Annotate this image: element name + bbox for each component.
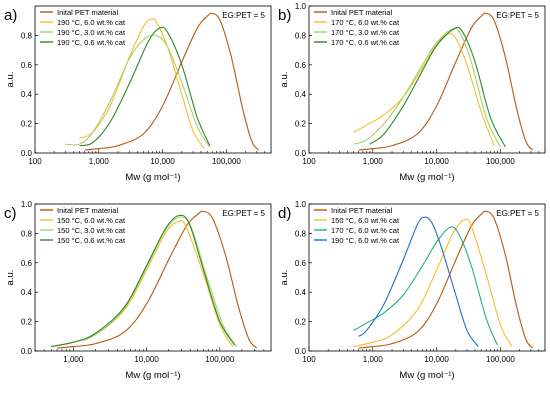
legend-entry-2: 150 °C, 6.0 wt.% cat (57, 216, 126, 225)
y-axis-label: a.u. (5, 270, 16, 286)
x-axis-label: Mw (g mol⁻¹) (399, 370, 454, 381)
y-tick-label: 0.4 (295, 90, 307, 99)
series-group (51, 210, 258, 349)
x-axis-label: Mw (g mol⁻¹) (125, 370, 180, 381)
y-tick-label: 0.0 (21, 347, 33, 356)
series-group (65, 12, 260, 151)
y-tick-label: 0.6 (295, 61, 307, 70)
series-line-1 (84, 12, 260, 151)
x-tick-label: 1,000 (63, 355, 84, 364)
series-group (353, 210, 534, 349)
plot-frame (34, 203, 272, 352)
legend-entry-1: Inital PET material (331, 8, 392, 17)
legend-entry-1: Inital PET material (57, 206, 118, 215)
series-line-2 (353, 218, 513, 348)
x-tick-label: 10,000 (150, 157, 175, 166)
legend-entry-1: Inital PET material (57, 8, 118, 17)
y-tick-label: 1.0 (21, 200, 33, 209)
series-line-3 (51, 216, 238, 348)
series-line-1 (358, 210, 534, 349)
x-tick-label: 100 (302, 157, 316, 166)
legend-entry-3: 190 °C, 3.0 wt.% cat (57, 28, 126, 37)
series-line-4 (358, 216, 479, 347)
series-group (353, 12, 534, 151)
y-tick-label: 0.8 (21, 229, 33, 238)
legend-entry-3: 170 °C, 3.0 wt.% cat (331, 28, 400, 37)
legend-entry-4: 170 °C, 0.6 wt.% cat (331, 38, 400, 47)
ratio-annotation: EG:PET = 5 (496, 209, 539, 218)
y-tick-label: 0.2 (295, 318, 307, 327)
y-tick-label: 0.8 (21, 31, 33, 40)
y-tick-label: 0.2 (21, 318, 33, 327)
series-line-3 (353, 27, 501, 148)
ratio-annotation: EG:PET = 5 (496, 11, 539, 20)
y-tick-label: 0.0 (21, 149, 33, 158)
y-tick-label: 1.0 (295, 200, 307, 209)
y-tick-label: 0.8 (295, 229, 307, 238)
legend-entry-3: 150 °C, 3.0 wt.% cat (57, 226, 126, 235)
series-line-4 (51, 214, 236, 348)
x-tick-label: 100 (28, 157, 42, 166)
legend-entry-4: 150 °C, 0.6 wt.% cat (57, 236, 126, 245)
y-tick-label: 0.4 (295, 288, 307, 297)
y-tick-label: 0.4 (21, 90, 33, 99)
y-tick-label: 0.6 (21, 61, 33, 70)
y-tick-label: 0.6 (295, 259, 307, 268)
legend-entry-4: 190 °C, 0.6 wt.% cat (57, 38, 126, 47)
x-tick-label: 10,000 (424, 355, 449, 364)
panel-label: a) (4, 7, 17, 24)
y-tick-label: 0.4 (21, 288, 33, 297)
y-tick-label: 0.8 (295, 31, 307, 40)
series-line-1 (56, 210, 258, 349)
y-tick-label: 0.0 (295, 347, 307, 356)
ratio-annotation: EG:PET = 5 (222, 209, 265, 218)
y-tick-label: 1.0 (295, 2, 307, 11)
x-axis-label: Mw (g mol⁻¹) (399, 172, 454, 183)
y-tick-label: 0.2 (295, 120, 307, 129)
y-tick-label: 0.0 (295, 149, 307, 158)
x-tick-label: 1,000 (89, 157, 110, 166)
panel-label: c) (4, 205, 17, 222)
series-line-2 (79, 18, 205, 149)
y-axis-label: a.u. (279, 72, 290, 88)
x-tick-label: 10,000 (134, 355, 159, 364)
x-tick-label: 100,000 (486, 355, 515, 364)
legend-entry-2: 190 °C, 6.0 wt.% cat (57, 18, 126, 27)
x-axis-label: Mw (g mol⁻¹) (125, 172, 180, 183)
series-line-1 (358, 12, 534, 151)
x-tick-label: 1,000 (363, 355, 384, 364)
y-tick-label: 0.2 (21, 120, 33, 129)
ratio-annotation: EG:PET = 5 (222, 11, 265, 20)
panel-label: d) (278, 205, 291, 222)
legend-entry-1: Inital PET material (331, 206, 392, 215)
chart-panel-2: b) EG:PET = 5 0.0 0.2 0.4 0.6 0.8 1.0 100 1,000 10… (278, 2, 546, 183)
series-line-2 (353, 32, 495, 146)
chart-panel-4: d) EG:PET = 5 0.0 0.2 0.4 0.6 0.8 1.0 100 1,000 10… (278, 200, 546, 381)
chart-panel-1: a) EG:PET = 5 0.0 0.2 0.4 0.6 0.8 100 1,000 10,00… (4, 5, 272, 183)
x-tick-label: 10,000 (424, 157, 449, 166)
y-axis-label: a.u. (5, 72, 16, 88)
chart-panel-3: c) EG:PET = 5 0.0 0.2 0.4 0.6 0.8 1.0 1,000 10,00… (4, 200, 272, 381)
legend-entry-2: 170 °C, 6.0 wt.% cat (331, 18, 400, 27)
x-tick-label: 100,000 (212, 157, 241, 166)
x-tick-label: 100,000 (486, 157, 515, 166)
x-tick-label: 100 (302, 355, 316, 364)
x-tick-label: 100,000 (205, 355, 234, 364)
y-tick-label: 0.6 (21, 259, 33, 268)
x-tick-label: 1,000 (363, 157, 384, 166)
y-axis-label: a.u. (279, 270, 290, 286)
series-line-3 (353, 226, 498, 346)
series-line-4 (79, 26, 211, 147)
legend-entry-3: 170 °C, 6.0 wt.% cat (331, 226, 400, 235)
legend-entry-2: 150 °C, 6.0 wt.% cat (331, 216, 400, 225)
series-line-4 (369, 26, 506, 148)
panel-label: b) (278, 7, 291, 24)
series-line-3 (65, 34, 211, 148)
legend-entry-4: 190 °C, 6.0 wt.% cat (331, 236, 400, 245)
